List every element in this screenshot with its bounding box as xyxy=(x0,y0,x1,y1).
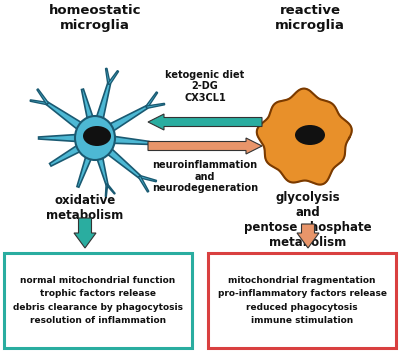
Polygon shape xyxy=(37,89,48,104)
Polygon shape xyxy=(148,138,262,154)
Text: ketogenic diet
2-DG
CX3CL1: ketogenic diet 2-DG CX3CL1 xyxy=(165,70,245,103)
Text: normal mitochondrial function
trophic factors release
debris clearance by phagoc: normal mitochondrial function trophic fa… xyxy=(13,276,183,325)
Text: mitochondrial fragmentation
pro-inflammatory factors release
reduced phagocytosi: mitochondrial fragmentation pro-inflamma… xyxy=(218,276,386,325)
Polygon shape xyxy=(113,136,149,145)
Text: oxidative
metabolism: oxidative metabolism xyxy=(46,194,124,222)
Polygon shape xyxy=(139,176,156,182)
Polygon shape xyxy=(30,100,48,105)
Polygon shape xyxy=(105,184,108,197)
Text: glycolysis
and
pentose phosphate
metabolism: glycolysis and pentose phosphate metabol… xyxy=(244,191,372,249)
Polygon shape xyxy=(38,135,77,141)
Polygon shape xyxy=(96,84,110,120)
Polygon shape xyxy=(82,89,93,120)
Polygon shape xyxy=(146,92,158,108)
FancyBboxPatch shape xyxy=(208,253,396,348)
Polygon shape xyxy=(257,89,352,184)
Text: reactive
microglia: reactive microglia xyxy=(275,4,345,32)
Text: neuroinflammation
and
neurodegeneration: neuroinflammation and neurodegeneration xyxy=(152,160,258,193)
Polygon shape xyxy=(297,224,319,248)
Polygon shape xyxy=(138,176,149,192)
Polygon shape xyxy=(148,114,262,130)
Text: homeostatic
microglia: homeostatic microglia xyxy=(49,4,141,32)
Polygon shape xyxy=(106,68,110,84)
Polygon shape xyxy=(50,145,81,166)
Ellipse shape xyxy=(295,125,325,145)
Polygon shape xyxy=(108,70,118,85)
Ellipse shape xyxy=(75,116,115,160)
Polygon shape xyxy=(97,157,108,185)
Polygon shape xyxy=(77,156,92,187)
FancyBboxPatch shape xyxy=(4,253,192,348)
Polygon shape xyxy=(106,184,115,194)
Polygon shape xyxy=(47,103,82,130)
Ellipse shape xyxy=(83,126,111,146)
Polygon shape xyxy=(108,106,147,131)
Polygon shape xyxy=(106,148,140,178)
Polygon shape xyxy=(146,103,165,108)
Polygon shape xyxy=(74,218,96,248)
